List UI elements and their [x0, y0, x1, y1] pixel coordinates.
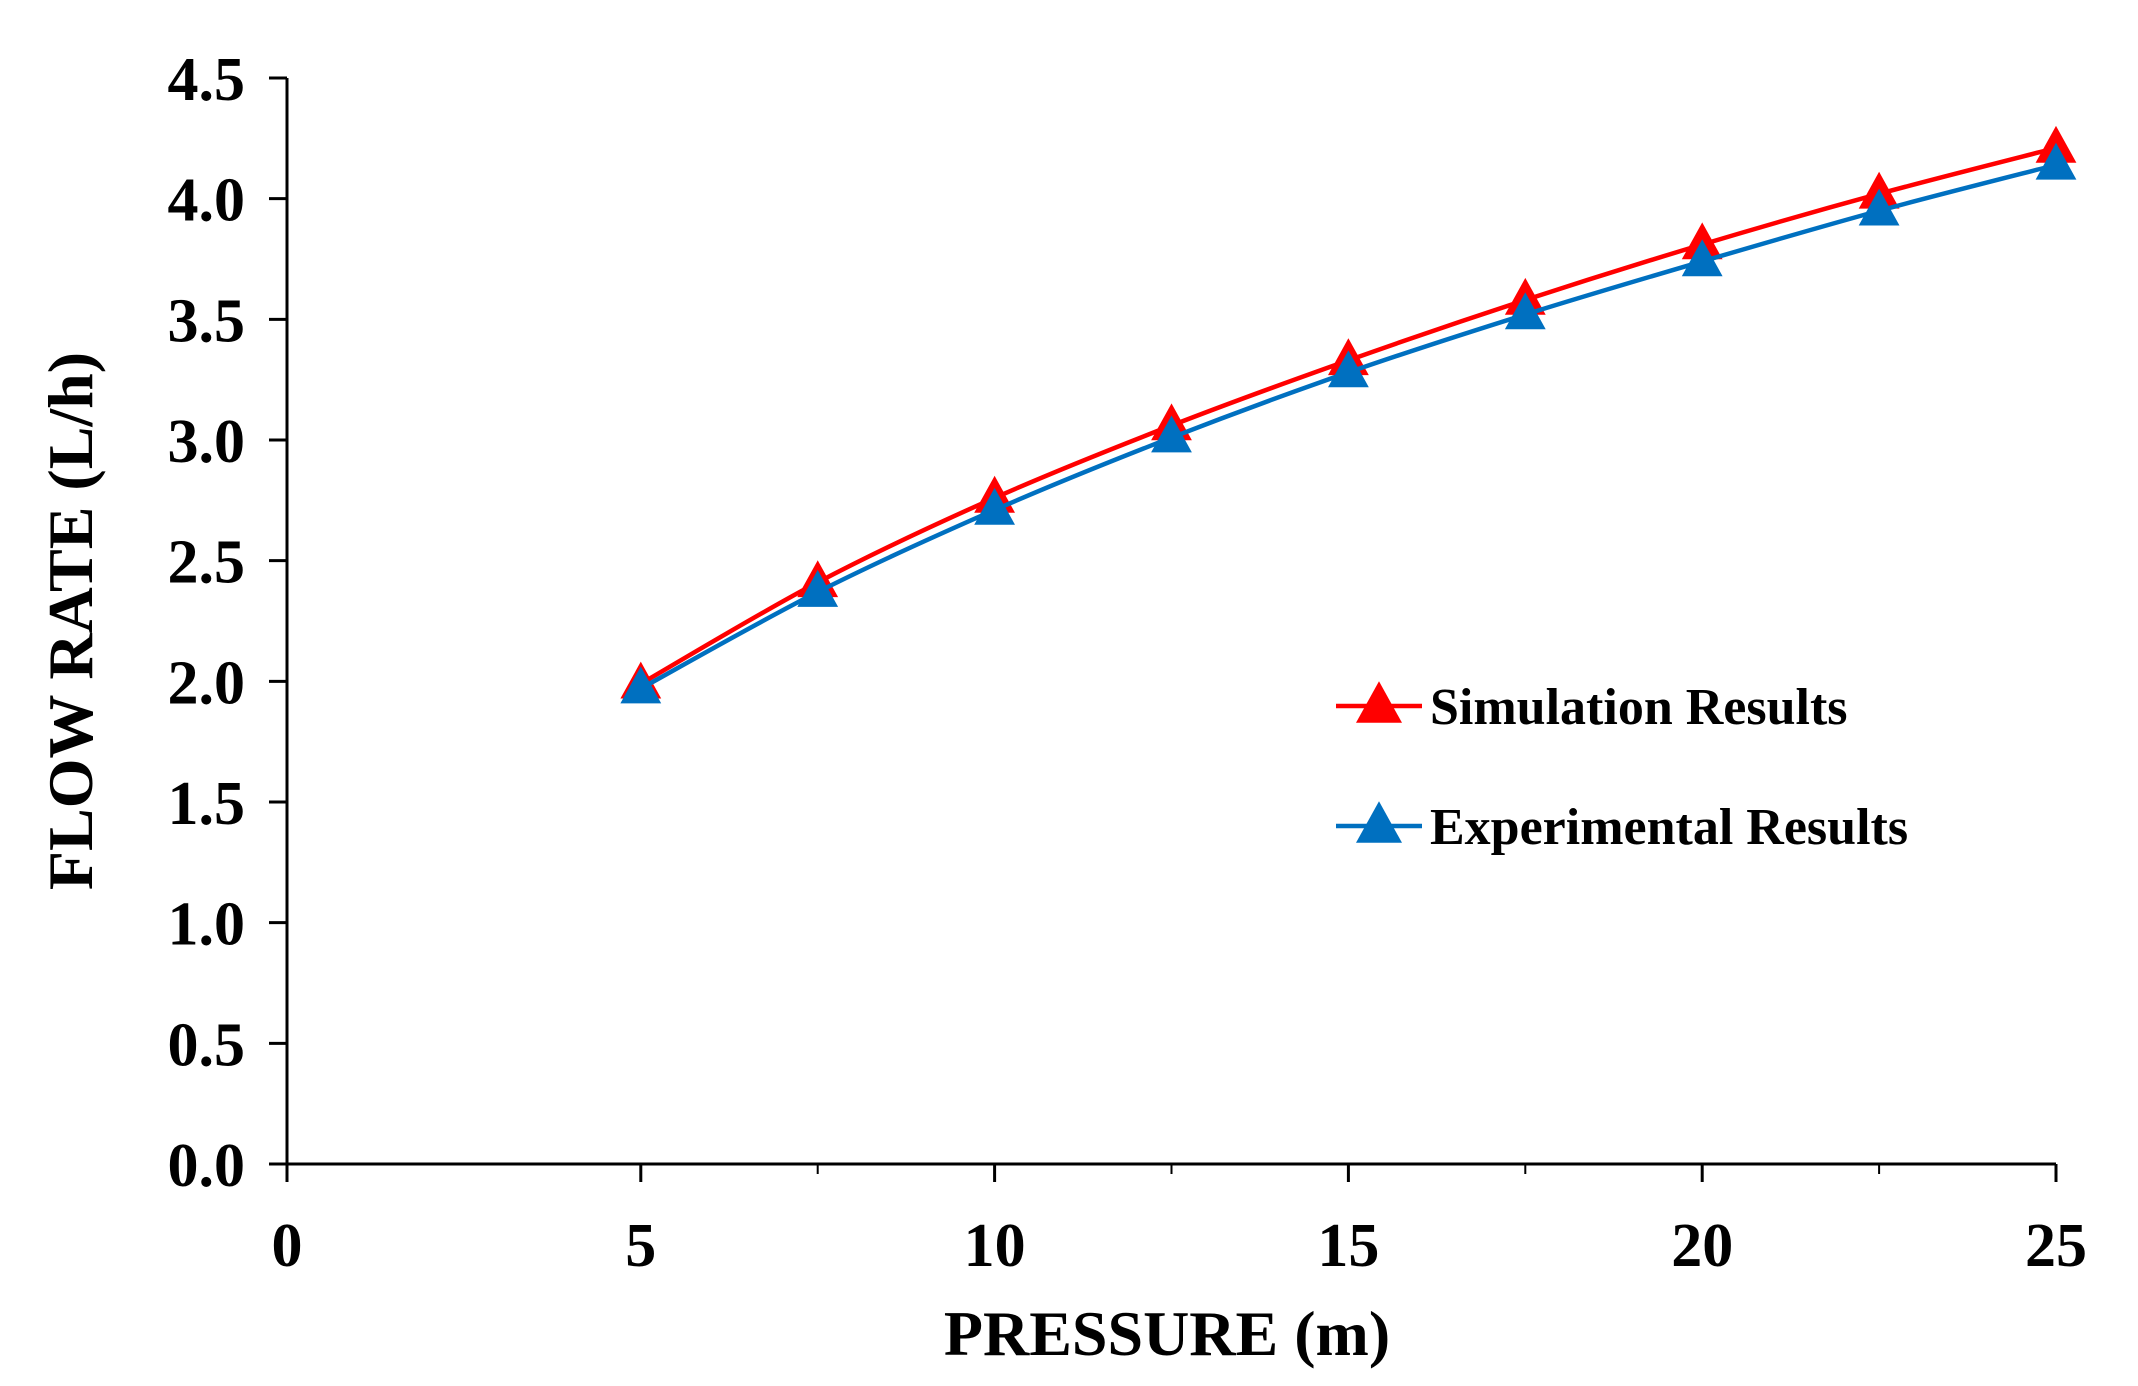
- y-tick-label: 3.5: [168, 287, 246, 355]
- data-point-experimental-results: [1328, 350, 1369, 388]
- y-tick-label: 3.0: [168, 408, 246, 476]
- legend-item-experimental-results: Experimental Results: [1336, 799, 1908, 856]
- x-axis-title: PRESSURE (m): [944, 1298, 1390, 1369]
- y-tick-label: 4.5: [168, 46, 246, 114]
- series: [620, 125, 2077, 704]
- data-point-experimental-results: [1858, 188, 1900, 226]
- ticks: 0.0 0.5 1.0 1.5 2.0 2.5 3.0 3.5 4.0 4.5 0 5 10 15 20 25: [168, 46, 2088, 1280]
- y-tick-label: 0.5: [168, 1011, 246, 1079]
- y-tick-label: 1.0: [168, 891, 246, 959]
- series-line-simulation-results: [639, 145, 2057, 686]
- y-tick-label: 2.0: [168, 649, 246, 717]
- series-experimental-results: [620, 142, 2077, 704]
- x-tick-label: 10: [964, 1212, 1026, 1280]
- legend-label-experimental-results: Experimental Results: [1430, 799, 1908, 856]
- legend-label-simulation-results: Simulation Results: [1430, 679, 1848, 736]
- data-point-experimental-results: [620, 666, 662, 704]
- x-tick-label: 15: [1317, 1212, 1379, 1280]
- data-point-experimental-results: [1681, 239, 1723, 277]
- legend: Simulation Results Experimental Results: [1336, 679, 1908, 856]
- data-point-experimental-results: [1504, 292, 1546, 330]
- data-point-experimental-results: [1151, 415, 1192, 453]
- x-tick-label: 25: [2025, 1212, 2087, 1280]
- series-line-experimental-results: [639, 162, 2057, 691]
- legend-marker-experimental-results: [1356, 801, 1402, 843]
- y-tick-label: 1.5: [168, 770, 246, 838]
- legend-marker-simulation-results: [1356, 681, 1402, 723]
- x-tick-label: 20: [1671, 1212, 1733, 1280]
- series-simulation-results: [620, 125, 2077, 699]
- data-point-experimental-results: [2035, 142, 2077, 180]
- y-axis-title: FLOW RATE (L/h): [35, 352, 106, 890]
- legend-item-simulation-results: Simulation Results: [1336, 679, 1848, 736]
- y-tick-label: 0.0: [168, 1132, 246, 1200]
- x-tick-label: 5: [625, 1212, 656, 1280]
- data-point-experimental-results: [797, 569, 839, 607]
- axes: [285, 78, 2056, 1166]
- y-tick-label: 2.5: [168, 529, 246, 597]
- x-tick-label: 0: [272, 1212, 303, 1280]
- data-point-experimental-results: [974, 487, 1015, 525]
- y-tick-label: 4.0: [168, 167, 246, 235]
